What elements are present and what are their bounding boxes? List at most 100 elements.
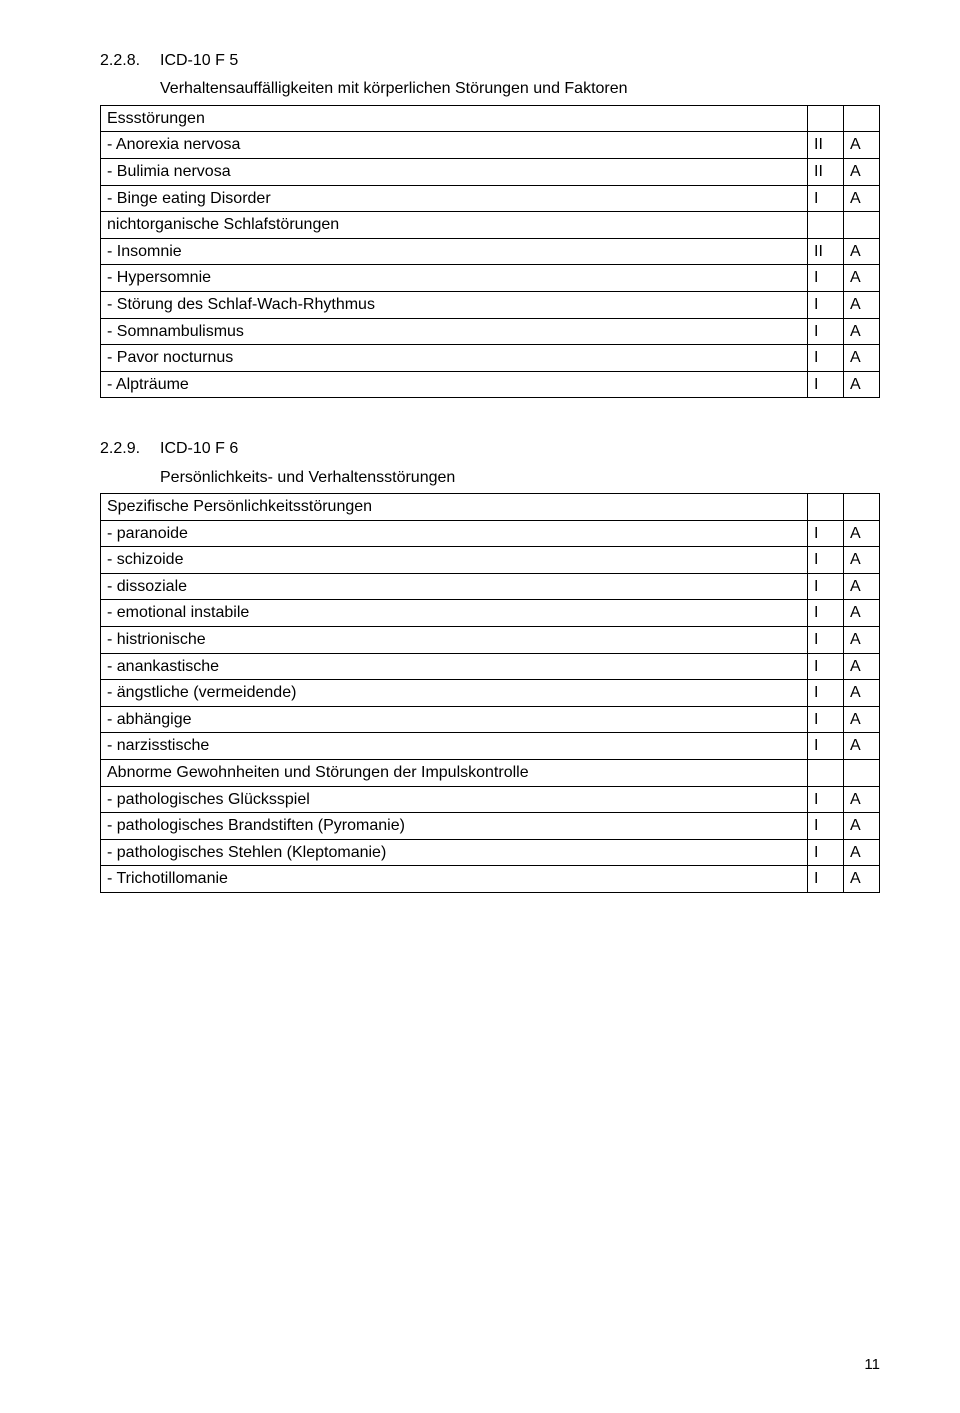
row-label: - pathologisches Glücksspiel	[101, 786, 808, 813]
row-label: - anankastische	[101, 653, 808, 680]
row-label: - Störung des Schlaf-Wach-Rhythmus	[101, 291, 808, 318]
section-1-title: ICD-10 F 5	[160, 52, 238, 69]
row-class: A	[844, 573, 880, 600]
document-page: 2.2.8.ICD-10 F 5 Verhaltensauffälligkeit…	[0, 0, 960, 1413]
row-label: nichtorganische Schlafstörungen	[101, 212, 808, 239]
row-code: I	[808, 371, 844, 398]
table-row: - pathologisches Brandstiften (Pyromanie…	[101, 813, 880, 840]
row-code: II	[808, 158, 844, 185]
row-code: I	[808, 813, 844, 840]
row-code: I	[808, 627, 844, 654]
row-code	[808, 760, 844, 787]
row-code	[808, 212, 844, 239]
row-label: - Pavor nocturnus	[101, 345, 808, 372]
row-label: Essstörungen	[101, 105, 808, 132]
table-row: - pathologisches GlücksspielIA	[101, 786, 880, 813]
table-row: - Pavor nocturnusIA	[101, 345, 880, 372]
row-code: I	[808, 839, 844, 866]
table-row: - Binge eating DisorderIA	[101, 185, 880, 212]
row-code: I	[808, 786, 844, 813]
row-code: I	[808, 866, 844, 893]
row-class	[844, 760, 880, 787]
row-class	[844, 105, 880, 132]
section-2-heading: 2.2.9.ICD-10 F 6	[100, 438, 880, 460]
table-row: - HypersomnieIA	[101, 265, 880, 292]
row-label: - schizoide	[101, 547, 808, 574]
table-row: - InsomnieIIA	[101, 238, 880, 265]
row-class: A	[844, 600, 880, 627]
row-class: A	[844, 706, 880, 733]
section-1-subtitle: Verhaltensauffälligkeiten mit körperlich…	[160, 78, 880, 100]
section-2-subtitle: Persönlichkeits- und Verhaltensstörungen	[160, 467, 880, 489]
table-row: Essstörungen	[101, 105, 880, 132]
row-code: I	[808, 706, 844, 733]
row-label: - Insomnie	[101, 238, 808, 265]
row-label: - Anorexia nervosa	[101, 132, 808, 159]
section-2-title: ICD-10 F 6	[160, 440, 238, 457]
row-label: - narzisstische	[101, 733, 808, 760]
row-label: Spezifische Persönlichkeitsstörungen	[101, 494, 808, 521]
row-class: A	[844, 158, 880, 185]
row-class: A	[844, 733, 880, 760]
row-class: A	[844, 291, 880, 318]
section-1-table: Essstörungen- Anorexia nervosaIIA- Bulim…	[100, 105, 880, 399]
row-code: I	[808, 733, 844, 760]
table-row: - SomnambulismusIA	[101, 318, 880, 345]
row-class: A	[844, 520, 880, 547]
row-class: A	[844, 813, 880, 840]
table-row: - AlpträumeIA	[101, 371, 880, 398]
row-code: II	[808, 132, 844, 159]
row-class: A	[844, 371, 880, 398]
row-label: - emotional instabile	[101, 600, 808, 627]
row-class: A	[844, 345, 880, 372]
row-label: - Trichotillomanie	[101, 866, 808, 893]
row-code: I	[808, 291, 844, 318]
table-row: - pathologisches Stehlen (Kleptomanie)IA	[101, 839, 880, 866]
table-row: - paranoideIA	[101, 520, 880, 547]
row-class	[844, 212, 880, 239]
row-code: II	[808, 238, 844, 265]
row-label: - pathologisches Brandstiften (Pyromanie…	[101, 813, 808, 840]
row-class: A	[844, 265, 880, 292]
section-1-heading: 2.2.8.ICD-10 F 5	[100, 50, 880, 72]
row-code	[808, 105, 844, 132]
row-class: A	[844, 680, 880, 707]
row-class: A	[844, 839, 880, 866]
table-row: - schizoideIA	[101, 547, 880, 574]
row-class: A	[844, 185, 880, 212]
table-row: - abhängigeIA	[101, 706, 880, 733]
row-class: A	[844, 866, 880, 893]
row-label: - paranoide	[101, 520, 808, 547]
table-row: Abnorme Gewohnheiten und Störungen der I…	[101, 760, 880, 787]
row-code: I	[808, 185, 844, 212]
row-code: I	[808, 345, 844, 372]
table-row: - emotional instabileIA	[101, 600, 880, 627]
row-class: A	[844, 238, 880, 265]
row-class: A	[844, 547, 880, 574]
table-row: - anankastischeIA	[101, 653, 880, 680]
row-code: I	[808, 573, 844, 600]
row-label: - Alpträume	[101, 371, 808, 398]
row-code: I	[808, 265, 844, 292]
table-row: - Anorexia nervosaIIA	[101, 132, 880, 159]
row-label: - Bulimia nervosa	[101, 158, 808, 185]
table-row: - TrichotillomanieIA	[101, 866, 880, 893]
row-class: A	[844, 653, 880, 680]
section-1-number: 2.2.8.	[100, 50, 160, 72]
section-2-number: 2.2.9.	[100, 438, 160, 460]
row-code: I	[808, 600, 844, 627]
row-label: - Binge eating Disorder	[101, 185, 808, 212]
table-row: nichtorganische Schlafstörungen	[101, 212, 880, 239]
row-label: - dissoziale	[101, 573, 808, 600]
table-row: - Störung des Schlaf-Wach-RhythmusIA	[101, 291, 880, 318]
row-class	[844, 494, 880, 521]
row-class: A	[844, 132, 880, 159]
row-code: I	[808, 680, 844, 707]
row-class: A	[844, 318, 880, 345]
row-code: I	[808, 520, 844, 547]
row-label: - pathologisches Stehlen (Kleptomanie)	[101, 839, 808, 866]
table-row: Spezifische Persönlichkeitsstörungen	[101, 494, 880, 521]
row-label: - Somnambulismus	[101, 318, 808, 345]
table-row: - dissozialeIA	[101, 573, 880, 600]
row-class: A	[844, 627, 880, 654]
